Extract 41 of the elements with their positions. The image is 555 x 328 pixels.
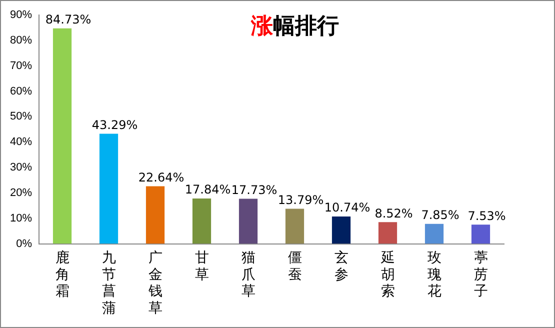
x-tick-label: 僵蚕 xyxy=(288,249,302,282)
y-tick-label: 60% xyxy=(10,85,32,98)
y-tick-label: 40% xyxy=(10,136,32,148)
x-tick-label: 延胡索 xyxy=(380,249,395,299)
x-tick-label: 鹿角霜 xyxy=(55,249,70,299)
data-label: 7.85% xyxy=(421,208,460,222)
x-tick-label: 玫瑰花 xyxy=(427,249,442,299)
data-label: 17.73% xyxy=(231,182,278,197)
bar xyxy=(471,224,490,244)
data-label: 84.73% xyxy=(45,12,92,27)
x-tick-label: 葶苈子 xyxy=(474,249,488,299)
bar xyxy=(424,224,444,244)
data-label: 22.64% xyxy=(138,170,184,184)
x-tick-label: 九节菖蒲 xyxy=(102,249,116,316)
y-tick-label: 10% xyxy=(10,212,32,224)
data-label: 8.52% xyxy=(374,206,413,220)
y-tick-label: 90% xyxy=(10,9,32,22)
data-label: 17.84% xyxy=(184,182,231,197)
x-tick-label: 甘草 xyxy=(194,249,209,282)
y-tick-label: 20% xyxy=(10,186,32,199)
y-tick-label: 70% xyxy=(10,60,32,72)
bar xyxy=(332,216,351,244)
y-tick-label: 30% xyxy=(10,162,32,174)
x-tick-label: 玄参 xyxy=(334,249,348,282)
y-tick-label: 50% xyxy=(10,110,32,123)
bar xyxy=(99,134,118,244)
data-label: 43.29% xyxy=(92,118,138,132)
bar xyxy=(238,198,258,244)
bar xyxy=(285,208,304,244)
bar xyxy=(378,222,398,244)
chart-title: 涨幅排行 xyxy=(251,13,339,41)
y-tick-label: 80% xyxy=(10,34,32,46)
bar xyxy=(52,28,72,244)
y-tick-label: 0% xyxy=(16,238,32,250)
data-label: 13.79% xyxy=(278,192,324,207)
x-tick-label: 猫爪草 xyxy=(241,249,256,299)
data-label: 10.74% xyxy=(324,200,370,215)
data-label: 7.53% xyxy=(468,208,506,223)
x-tick-label: 广金钱草 xyxy=(147,249,162,316)
bar xyxy=(192,198,212,244)
bar xyxy=(146,186,165,244)
